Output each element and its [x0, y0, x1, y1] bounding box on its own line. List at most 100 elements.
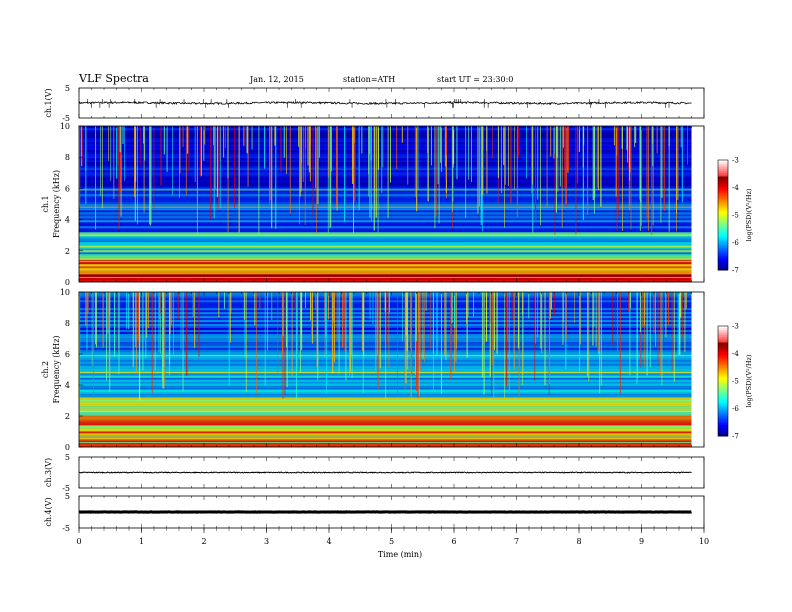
y-tick-label: 4 [65, 216, 70, 225]
frequency-band [79, 272, 692, 275]
colorbar-segment [718, 174, 728, 177]
frequency-band [79, 144, 692, 147]
x-tick-label: 7 [514, 537, 519, 546]
colorbar-tick-label: -5 [732, 378, 739, 386]
colorbar-segment [718, 268, 728, 271]
x-tick-label: 3 [264, 537, 269, 546]
frequency-band [79, 252, 692, 255]
frequency-band [79, 182, 692, 185]
frequency-band [79, 218, 692, 221]
frequency-band [79, 194, 692, 197]
colorbar-segment [718, 257, 728, 260]
colorbar-segment [718, 395, 728, 398]
y-tick-label: -5 [62, 524, 70, 533]
frequency-band [79, 210, 692, 213]
frequency-band [79, 236, 692, 239]
frequency-band [79, 349, 692, 352]
colorbar-segment [718, 253, 728, 256]
colorbar-segment [718, 384, 728, 387]
colorbar-segment [718, 176, 728, 179]
frequency-band [79, 196, 692, 199]
colorbar-segment [718, 412, 728, 415]
frequency-band [79, 377, 692, 380]
y-tick-label: 6 [65, 184, 70, 193]
y-tick-label: 6 [65, 350, 70, 359]
colorbar-segment [718, 235, 728, 238]
colorbar-segment [718, 251, 728, 254]
colorbar-segment [718, 215, 728, 218]
colorbar-segment [718, 233, 728, 236]
colorbar-segment [718, 226, 728, 229]
frequency-band [79, 359, 692, 362]
frequency-band [79, 417, 692, 420]
colorbar-segment [718, 346, 728, 349]
x-tick-label: 8 [576, 537, 581, 546]
frequency-band [79, 274, 692, 277]
colorbar-segment [718, 364, 728, 367]
colorbar-segment [718, 349, 728, 353]
colorbar-segment [718, 248, 728, 251]
frequency-band [79, 443, 692, 446]
frequency-band [79, 401, 692, 404]
colorbar-segment [718, 366, 728, 369]
colorbar-segment [718, 189, 728, 192]
frequency-band [79, 375, 692, 378]
y-axis-label-channel: ch.2 [41, 361, 50, 378]
frequency-band [79, 244, 692, 247]
frequency-band [79, 178, 692, 181]
frequency-band [79, 254, 692, 257]
frequency-band [79, 280, 692, 283]
colorbar-segment [718, 246, 728, 249]
colorbar-segment [718, 351, 728, 354]
frequency-band [79, 204, 692, 207]
colorbar-segment [718, 266, 728, 269]
frequency-band [79, 180, 692, 183]
frequency-band [79, 427, 692, 430]
frequency-band [79, 158, 692, 161]
colorbar-segment [718, 406, 728, 409]
frequency-band [79, 347, 692, 350]
y-axis-label: ch.3(V) [44, 458, 53, 487]
colorbar-tick-label: -3 [732, 157, 739, 165]
frequency-band [79, 389, 692, 392]
frequency-band [79, 164, 692, 167]
colorbar-segment [718, 337, 728, 340]
colorbar-segment [718, 249, 728, 253]
frequency-band [79, 397, 692, 400]
colorbar-segment [718, 401, 728, 404]
frequency-band [79, 331, 692, 335]
colorbar-segment [718, 259, 728, 262]
colorbar-segment [718, 388, 728, 391]
y-axis-label-channel: ch.1 [41, 195, 50, 212]
frequency-band [79, 226, 692, 229]
figure-header: VLF Spectra Jan. 12, 2015 station=ATH st… [78, 72, 513, 85]
frequency-band [79, 433, 692, 436]
frequency-band [79, 321, 692, 325]
colorbar-frame [717, 159, 729, 271]
frequency-band [79, 339, 692, 342]
frequency-band [79, 242, 692, 245]
colorbar-tick-label: -3 [732, 323, 739, 331]
colorbar-segment [718, 172, 728, 176]
colorbar-segment [718, 237, 728, 240]
colorbar-segment [718, 198, 728, 201]
colorbar-segment [718, 218, 728, 221]
frequency-band [79, 325, 692, 329]
colorbar-segment [718, 379, 728, 382]
colorbar-segment [718, 178, 728, 181]
panel-ch4-waveform: 5 -5 ch.4(V) [44, 492, 705, 533]
colorbar-segment [718, 229, 728, 232]
colorbar-label: log(PSD)(V²/Hz) [745, 354, 753, 407]
figure-title: VLF Spectra [78, 72, 149, 85]
frequency-band [79, 262, 692, 265]
colorbar-tick-label: -4 [732, 184, 739, 192]
x-tick-label: 4 [326, 537, 331, 546]
colorbar-segment [718, 180, 728, 183]
frequency-band [79, 250, 692, 253]
x-tick-label: 10 [699, 537, 709, 546]
frequency-band [79, 355, 692, 358]
colorbar-segment [718, 240, 728, 243]
frequency-band [79, 156, 692, 159]
colorbar-segment [718, 415, 728, 419]
colorbar-segment [718, 187, 728, 190]
